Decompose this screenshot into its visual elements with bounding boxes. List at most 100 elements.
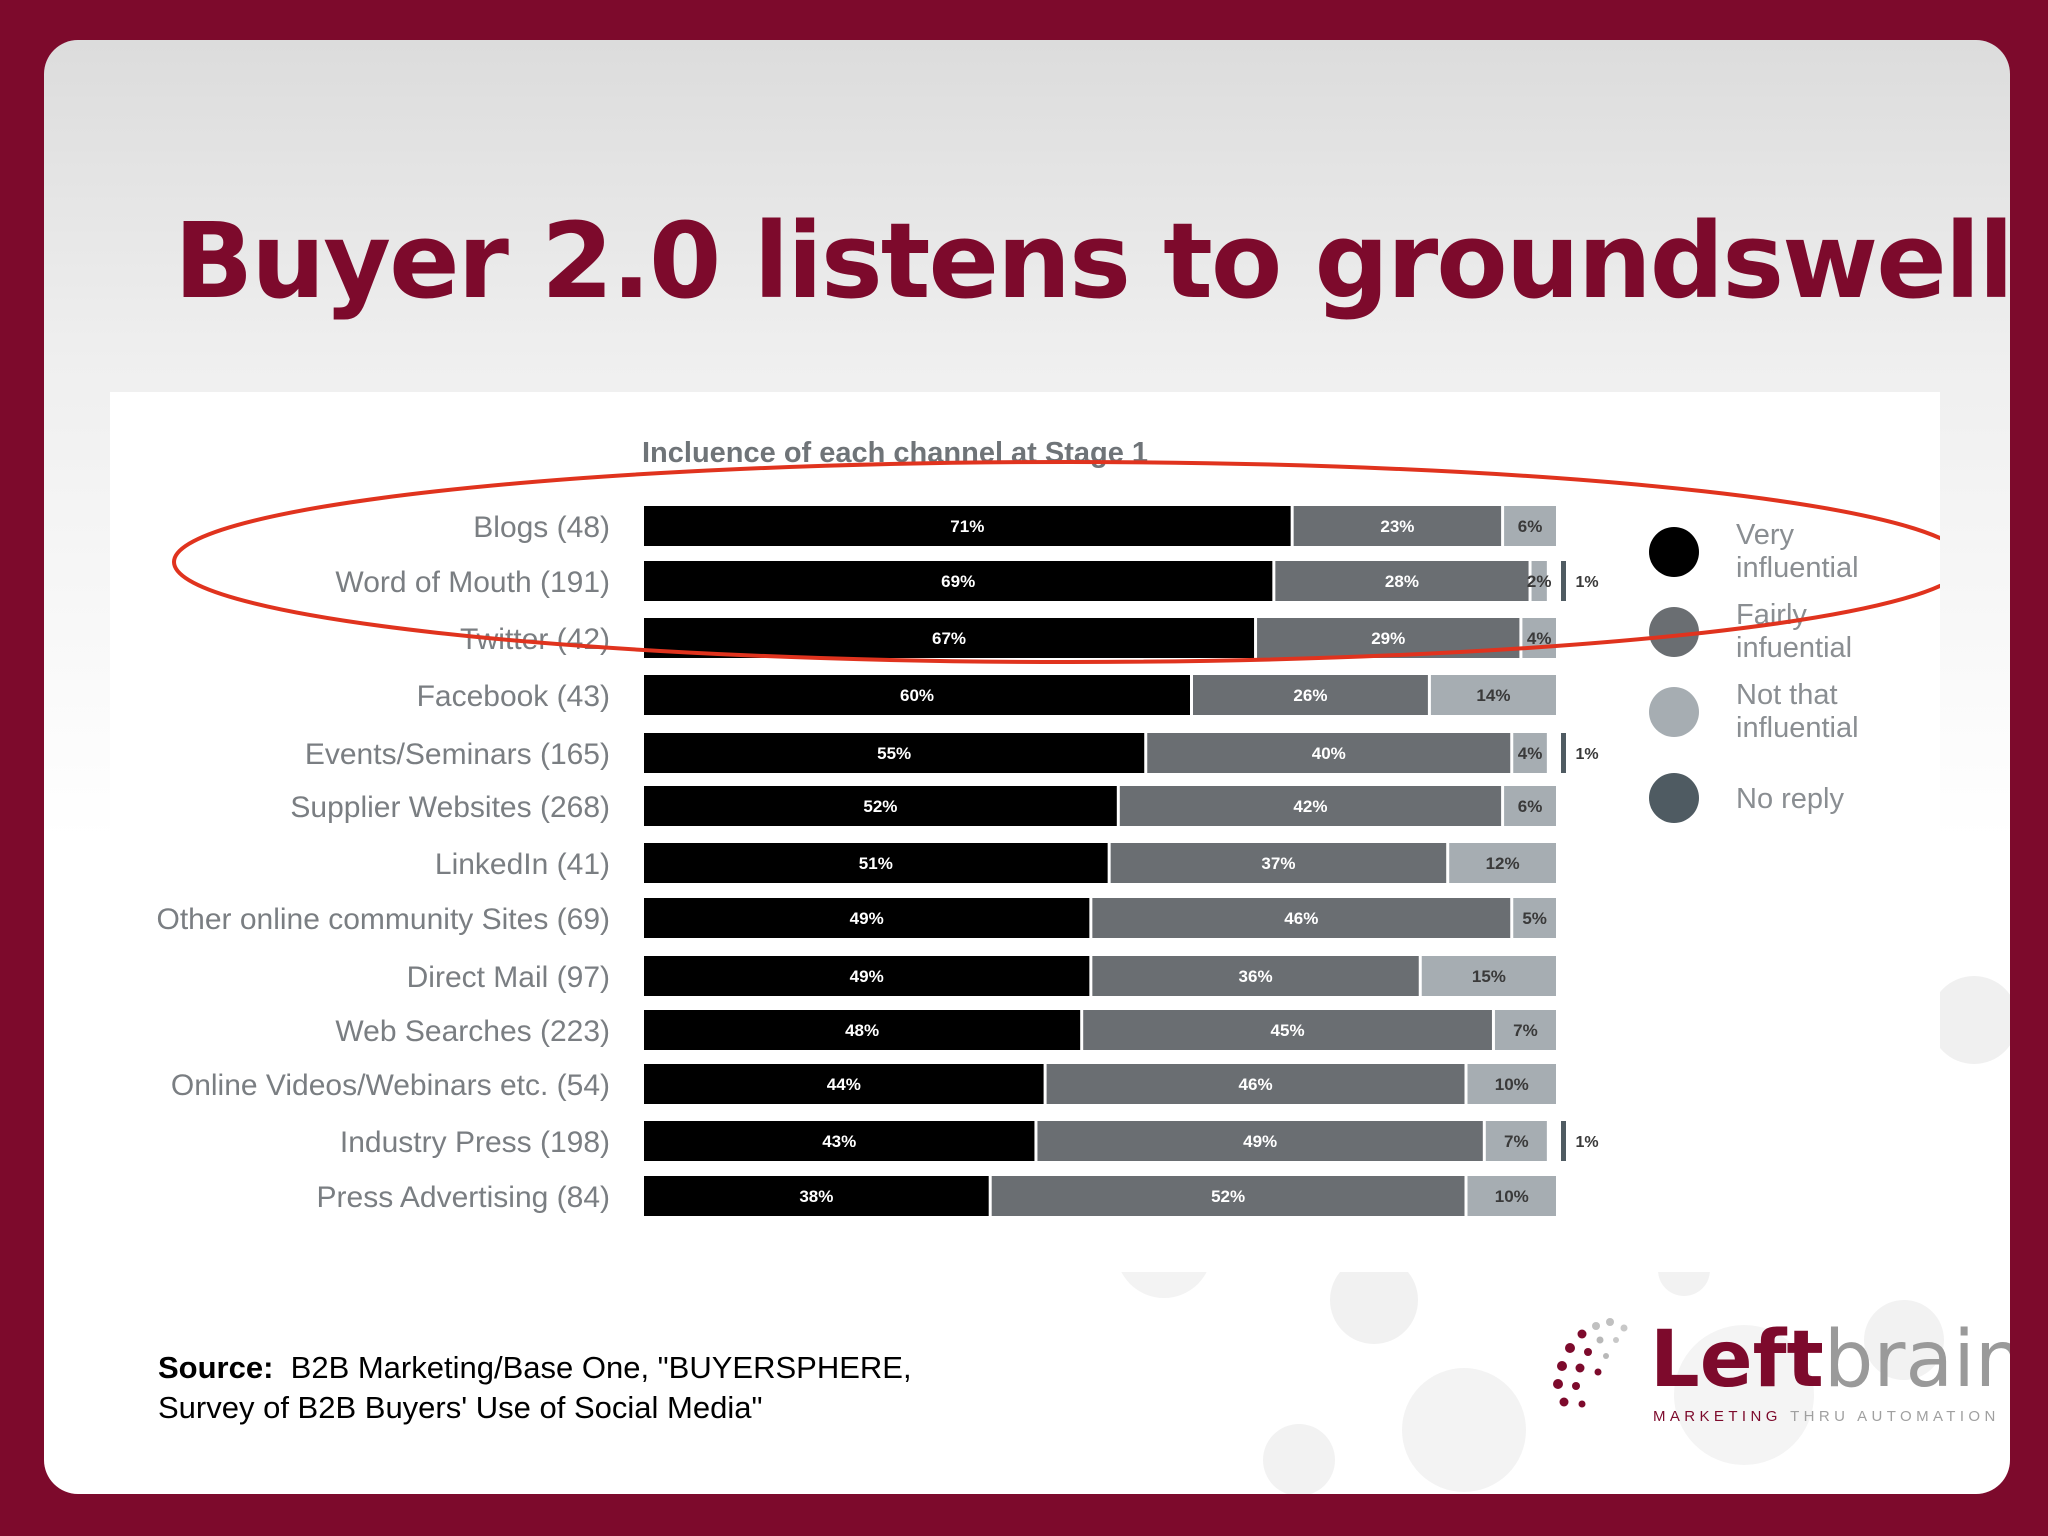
bar-segment — [991, 1176, 1465, 1216]
category-label: Industry Press (198) — [340, 1126, 610, 1159]
bar-segment — [1467, 1064, 1556, 1104]
data-label: 28% — [1385, 572, 1419, 591]
data-label: 1% — [1575, 746, 1598, 763]
data-label: 36% — [1239, 967, 1273, 986]
bar-segment — [1522, 618, 1556, 658]
data-label: 48% — [845, 1021, 879, 1040]
data-label: 26% — [1293, 686, 1327, 705]
data-label: 49% — [850, 909, 884, 928]
leftbrain-logo: Leftbrain MARKETING THRU AUTOMATION — [1544, 1310, 2010, 1460]
data-label: 1% — [1575, 574, 1598, 591]
bar-segment — [1467, 1176, 1556, 1216]
legend-label: Very — [1736, 519, 1795, 551]
source-line-1: Source: B2B Marketing/Base One, "BUYERSP… — [158, 1348, 912, 1388]
category-label: Supplier Websites (268) — [290, 791, 610, 824]
logo-dots-icon — [1553, 1318, 1628, 1408]
bar-segment — [1561, 1121, 1566, 1161]
category-label: Press Advertising (84) — [317, 1181, 610, 1214]
bar-segment — [1119, 786, 1502, 826]
category-label: Blogs (48) — [473, 511, 610, 544]
source-citation: Source: B2B Marketing/Base One, "BUYERSP… — [158, 1348, 912, 1428]
data-label: 10% — [1495, 1075, 1529, 1094]
bar-segment — [1561, 733, 1566, 773]
data-label: 40% — [1312, 744, 1346, 763]
bar-segment — [644, 1176, 989, 1216]
data-label: 46% — [1284, 909, 1318, 928]
data-label: 49% — [1243, 1132, 1277, 1151]
bar-segment — [1092, 898, 1511, 938]
data-label: 55% — [877, 744, 911, 763]
data-label: 4% — [1527, 629, 1552, 648]
bar-segment — [1494, 1010, 1556, 1050]
bar-segment — [1561, 561, 1566, 601]
data-label: 52% — [1211, 1187, 1245, 1206]
data-label: 7% — [1504, 1132, 1529, 1151]
bar-segment — [644, 898, 1090, 938]
source-label: Source: — [158, 1350, 274, 1385]
category-label: Direct Mail (97) — [407, 961, 610, 994]
category-label: Online Videos/Webinars etc. (54) — [171, 1069, 610, 1102]
bar-segment — [1037, 1121, 1483, 1161]
slide-title: Buyer 2.0 listens to groundswell. — [174, 200, 2010, 322]
data-label: 6% — [1518, 517, 1543, 536]
legend-label: infuential — [1736, 632, 1852, 664]
data-label: 6% — [1518, 797, 1543, 816]
data-label: 14% — [1476, 686, 1510, 705]
bar-segment — [1083, 1010, 1492, 1050]
bar-segment — [1110, 843, 1447, 883]
source-text-2: Survey of B2B Buyers' Use of Social Medi… — [158, 1390, 763, 1425]
bar-segment — [1430, 675, 1556, 715]
data-label: 12% — [1486, 854, 1520, 873]
logo-word-left: Left — [1650, 1315, 1824, 1405]
data-label: 67% — [932, 629, 966, 648]
bar-segment — [1293, 506, 1502, 546]
data-label: 46% — [1239, 1075, 1273, 1094]
bar-segment — [644, 733, 1145, 773]
data-label: 10% — [1495, 1187, 1529, 1206]
bar-segment — [1485, 1121, 1547, 1161]
bar-segment — [644, 843, 1108, 883]
data-label: 29% — [1371, 629, 1405, 648]
logo-wordmark: Leftbrain — [1650, 1310, 2010, 1410]
bar-segment — [1449, 843, 1556, 883]
bar-segment — [644, 1064, 1044, 1104]
data-label: 42% — [1293, 797, 1327, 816]
logo-tagline: MARKETING THRU AUTOMATION — [1653, 1408, 2000, 1425]
data-label: 49% — [850, 967, 884, 986]
data-label: 2% — [1527, 572, 1552, 591]
bar-segment — [1513, 733, 1547, 773]
bar-segment — [644, 786, 1117, 826]
legend-label: influential — [1736, 552, 1859, 584]
chart-panel: Incluence of each channel at Stage 1 Blog… — [110, 392, 1940, 1272]
bar-segment — [644, 1010, 1081, 1050]
legend-swatch — [1649, 687, 1699, 737]
data-label: 38% — [799, 1187, 833, 1206]
bar-segment — [644, 1121, 1035, 1161]
legend-swatch — [1649, 773, 1699, 823]
bar-segment — [644, 956, 1090, 996]
bar-segment — [1046, 1064, 1465, 1104]
stacked-bar-chart: Incluence of each channel at Stage 1Blog… — [156, 437, 1940, 1216]
bar-segment — [1504, 506, 1556, 546]
bar-segment — [1147, 733, 1511, 773]
category-label: Facebook (43) — [417, 680, 610, 713]
bar-segment — [1275, 561, 1529, 601]
bar-segment — [1193, 675, 1428, 715]
data-label: 60% — [900, 686, 934, 705]
legend-label: No reply — [1736, 783, 1844, 815]
bar-segment — [1504, 786, 1556, 826]
legend-label: Not that — [1736, 679, 1838, 711]
category-label: LinkedIn (41) — [435, 848, 610, 881]
data-label: 45% — [1271, 1021, 1305, 1040]
highlight-ellipse — [172, 460, 1940, 664]
logo-word-right: brain — [1823, 1315, 2010, 1405]
data-label: 15% — [1472, 967, 1506, 986]
data-label: 51% — [859, 854, 893, 873]
data-label: 4% — [1518, 744, 1543, 763]
data-label: 52% — [863, 797, 897, 816]
bar-segment — [1531, 561, 1547, 601]
bar-segment — [644, 618, 1255, 658]
logo-tagline-b: THRU AUTOMATION — [1790, 1408, 2000, 1425]
legend-swatch — [1649, 527, 1699, 577]
slide-card: Buyer 2.0 listens to groundswell. Inclue… — [44, 40, 2010, 1494]
